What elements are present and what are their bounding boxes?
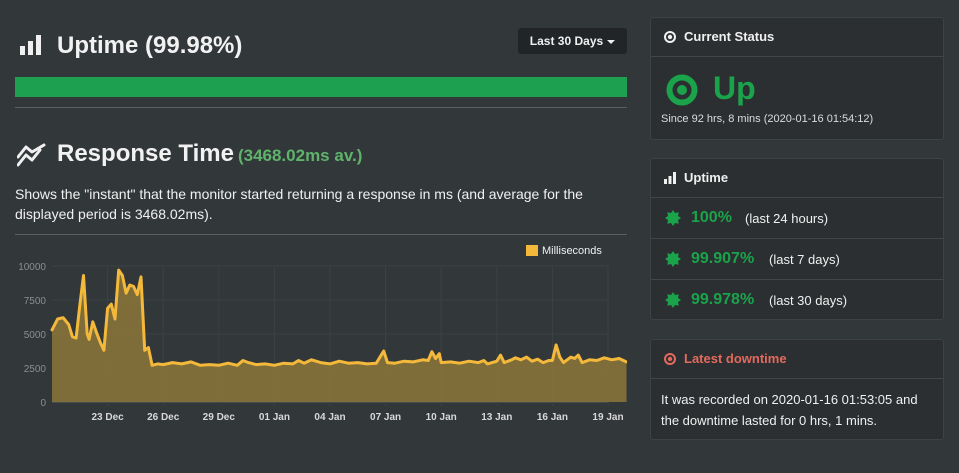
x-tick-label: 10 Jan bbox=[426, 412, 457, 423]
uptime-percent: 99.978% bbox=[691, 291, 755, 308]
legend-swatch bbox=[526, 245, 538, 256]
uptime-title: Uptime (99.98%) bbox=[57, 32, 243, 59]
uptime-row: 99.978% (last 30 days) bbox=[651, 280, 943, 320]
response-time-description: Shows the "instant" that the monitor sta… bbox=[15, 186, 583, 222]
uptime-period: (last 7 days) bbox=[769, 252, 840, 267]
status-state: Up bbox=[713, 70, 756, 106]
date-range-dropdown[interactable]: Last 30 Days bbox=[518, 28, 627, 54]
current-status-panel: Current Status Up Since 92 hrs, 8 mins (… bbox=[650, 17, 944, 140]
certificate-icon bbox=[665, 292, 681, 308]
certificate-icon bbox=[665, 210, 681, 226]
uptime-row: 99.907% (last 7 days) bbox=[651, 239, 943, 280]
y-tick-label: 7500 bbox=[24, 296, 47, 307]
latest-downtime-panel: Latest downtime It was recorded on 2020-… bbox=[650, 339, 944, 440]
x-tick-label: 19 Jan bbox=[592, 412, 623, 423]
status-since: Since 92 hrs, 8 mins (2020-01-16 01:54:1… bbox=[661, 113, 874, 125]
y-tick-label: 5000 bbox=[24, 330, 47, 341]
uptime-percent: 99.907% bbox=[691, 250, 755, 267]
latest-downtime-text: It was recorded on 2020-01-16 01:53:05 a… bbox=[661, 392, 918, 428]
latest-downtime-heading: Latest downtime bbox=[651, 340, 943, 379]
series-area bbox=[52, 270, 627, 402]
uptime-row: 100% (last 24 hours) bbox=[651, 198, 943, 239]
y-tick-label: 0 bbox=[40, 398, 46, 409]
dot-circle-icon bbox=[664, 353, 676, 365]
uptime-panel-heading-text: Uptime bbox=[684, 170, 729, 185]
uptime-period: (last 24 hours) bbox=[745, 211, 829, 226]
response-time-chart: 0 2500 5000 7500 10000 23 Dec 26 Dec 29 Dec 01 J… bbox=[18, 245, 627, 423]
latest-downtime-heading-text: Latest downtime bbox=[684, 351, 787, 366]
response-time-title: Response Time (3468.02ms av.) bbox=[57, 140, 362, 168]
line-chart-icon bbox=[17, 143, 46, 167]
uptime-bar bbox=[15, 77, 627, 97]
current-status-heading: Current Status bbox=[651, 18, 943, 57]
x-tick-label: 29 Dec bbox=[203, 412, 236, 423]
x-tick-label: 13 Jan bbox=[481, 412, 512, 423]
x-tick-label: 07 Jan bbox=[370, 412, 401, 423]
dot-circle-icon bbox=[664, 31, 676, 43]
status-up-icon bbox=[666, 74, 698, 106]
legend-label: Milliseconds bbox=[542, 245, 602, 257]
x-tick-label: 16 Jan bbox=[537, 412, 568, 423]
bar-chart-icon bbox=[20, 35, 41, 55]
response-time-label: Response Time bbox=[57, 140, 234, 167]
series-line bbox=[50, 268, 627, 367]
uptime-panel-heading: Uptime bbox=[651, 159, 943, 198]
y-tick-label: 10000 bbox=[18, 262, 46, 273]
uptime-panel: Uptime 100% (last 24 hours) 99.907% (las… bbox=[650, 158, 944, 320]
response-time-average: (3468.02ms av.) bbox=[237, 146, 363, 165]
certificate-icon bbox=[665, 251, 681, 267]
uptime-period: (last 30 days) bbox=[769, 293, 848, 308]
uptime-percent: 100% bbox=[691, 209, 732, 226]
divider bbox=[15, 107, 627, 108]
y-tick-label: 2500 bbox=[24, 364, 47, 375]
bar-chart-icon bbox=[664, 172, 676, 184]
current-status-heading-text: Current Status bbox=[684, 29, 775, 44]
x-tick-label: 01 Jan bbox=[259, 412, 290, 423]
caret-down-icon bbox=[607, 39, 616, 44]
x-tick-label: 23 Dec bbox=[91, 412, 124, 423]
uptime-header: Uptime (99.98%) Last 30 Days bbox=[15, 28, 627, 64]
x-tick-label: 04 Jan bbox=[314, 412, 345, 423]
date-range-label: Last 30 Days bbox=[529, 34, 604, 48]
x-tick-label: 26 Dec bbox=[147, 412, 180, 423]
response-time-header: Response Time (3468.02ms av.) bbox=[15, 140, 627, 172]
divider bbox=[15, 234, 627, 235]
